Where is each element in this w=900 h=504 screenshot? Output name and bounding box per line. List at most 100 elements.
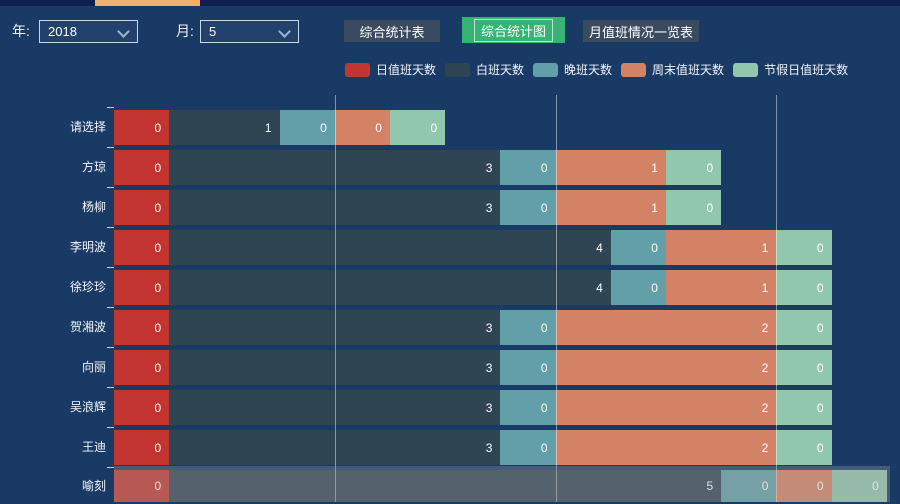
bar-segment[interactable]: 4 (169, 230, 611, 265)
y-axis-label: 徐珍珍 (69, 280, 106, 294)
y-axis-tick (107, 467, 114, 468)
legend-swatch-icon (533, 62, 559, 77)
bar-segment[interactable]: 0 (114, 270, 170, 305)
bar-segment[interactable]: 0 (776, 350, 832, 385)
bar-segment[interactable]: 0 (776, 390, 832, 425)
y-axis-label: 王迪 (81, 440, 106, 454)
y-axis-tick (107, 227, 114, 228)
stats-chart-button[interactable]: 综合统计图 (462, 17, 565, 43)
y-axis-label: 杨柳 (81, 200, 106, 214)
bar-segment[interactable]: 0 (279, 110, 335, 145)
legend-item-0[interactable]: 日值班天数 (345, 61, 436, 78)
bar-segment[interactable]: 0 (114, 350, 170, 385)
y-axis-tick (107, 107, 114, 108)
bar-segment[interactable]: 3 (169, 310, 501, 345)
bar-segment[interactable]: 0 (610, 230, 666, 265)
legend-item-3[interactable]: 周末值班天数 (621, 61, 724, 78)
y-axis-label: 请选择 (69, 120, 106, 134)
month-select-value: 5 (209, 24, 217, 39)
y-axis-tick (107, 387, 114, 388)
bar-segment[interactable]: 0 (831, 470, 887, 502)
bar-segment[interactable]: 3 (169, 190, 501, 225)
y-axis-label: 向丽 (81, 360, 106, 374)
x-gridline (776, 95, 778, 502)
bar-segment[interactable]: 0 (665, 150, 722, 185)
bar-segment[interactable]: 4 (169, 270, 611, 305)
bar-segment[interactable]: 0 (500, 190, 556, 225)
bar-segment[interactable]: 2 (555, 430, 777, 465)
bar-segment[interactable]: 3 (169, 430, 501, 465)
bar-segment[interactable]: 0 (776, 270, 832, 305)
legend-swatch-icon (445, 62, 471, 77)
month-label: 月: (176, 23, 194, 39)
bar-segment[interactable]: 1 (169, 110, 280, 145)
bar-segment[interactable]: 0 (114, 310, 170, 345)
bar-segment[interactable]: 0 (500, 310, 556, 345)
month-select[interactable]: 5 (200, 20, 299, 43)
bar-segment[interactable]: 3 (169, 350, 501, 385)
bar-segment[interactable]: 0 (114, 150, 170, 185)
bar-segment[interactable]: 0 (610, 270, 666, 305)
bar-segment[interactable]: 1 (665, 230, 777, 265)
bar-segment[interactable]: 1 (665, 270, 777, 305)
year-select[interactable]: 2018 (39, 20, 138, 43)
hover-highlight-band (114, 466, 890, 502)
bar-segment[interactable]: 5 (169, 470, 722, 502)
bar-segment[interactable]: 3 (169, 150, 501, 185)
bar-segment[interactable]: 0 (114, 430, 170, 465)
bar-segment[interactable]: 0 (665, 190, 722, 225)
bar-segment[interactable]: 0 (114, 230, 170, 265)
y-axis-tick (107, 307, 114, 308)
bar-segment[interactable]: 0 (114, 190, 170, 225)
bar-segment[interactable]: 0 (500, 350, 556, 385)
bar-segment[interactable]: 2 (555, 350, 777, 385)
bar-segment[interactable]: 0 (114, 470, 170, 502)
legend-item-2[interactable]: 晚班天数 (533, 61, 612, 78)
stats-chart-button-label: 综合统计图 (473, 18, 553, 42)
y-axis-label: 方琼 (81, 160, 106, 174)
bar-segment[interactable]: 3 (169, 390, 501, 425)
x-gridline (555, 95, 557, 502)
bar-segment[interactable]: 1 (555, 190, 666, 225)
y-axis-label: 李明波 (69, 240, 106, 254)
y-axis-tick (107, 147, 114, 148)
bar-segment[interactable]: 0 (776, 310, 832, 345)
legend-label: 白班天数 (476, 63, 525, 77)
bar-segment[interactable]: 0 (500, 150, 556, 185)
year-label: 年: (12, 23, 30, 39)
y-axis-tick (107, 347, 114, 348)
bar-segment[interactable]: 0 (776, 230, 832, 265)
bar-segment[interactable]: 0 (721, 470, 777, 502)
bar-segment[interactable]: 0 (500, 390, 556, 425)
legend-label: 节假日值班天数 (764, 63, 849, 77)
bar-segment[interactable]: 1 (555, 150, 666, 185)
bar-segment[interactable]: 0 (114, 110, 170, 145)
bar-segment[interactable]: 0 (389, 110, 446, 145)
legend-swatch-icon (733, 62, 759, 77)
monthly-duty-list-button[interactable]: 月值班情况一览表 (583, 20, 699, 42)
legend-item-4[interactable]: 节假日值班天数 (733, 61, 848, 78)
y-axis-label: 贺湘波 (69, 320, 106, 334)
legend-item-1[interactable]: 白班天数 (445, 61, 524, 78)
stats-table-button[interactable]: 综合统计表 (344, 20, 440, 42)
legend-label: 晚班天数 (564, 63, 613, 77)
bar-segment[interactable]: 0 (114, 390, 170, 425)
chart-legend: 日值班天数 白班天数 晚班天数 周末值班天数 节假日值班天数 (345, 61, 848, 78)
stats-table-button-label: 综合统计表 (359, 24, 425, 40)
bar-segment[interactable]: 0 (334, 110, 390, 145)
bar-segment[interactable]: 0 (500, 430, 556, 465)
bar-segment[interactable]: 0 (776, 470, 832, 502)
bar-segment[interactable]: 0 (776, 430, 832, 465)
monthly-duty-list-button-label: 月值班情况一览表 (589, 24, 694, 40)
bar-segment[interactable]: 2 (555, 310, 777, 345)
bar-segment[interactable]: 2 (555, 390, 777, 425)
legend-swatch-icon (621, 62, 647, 77)
